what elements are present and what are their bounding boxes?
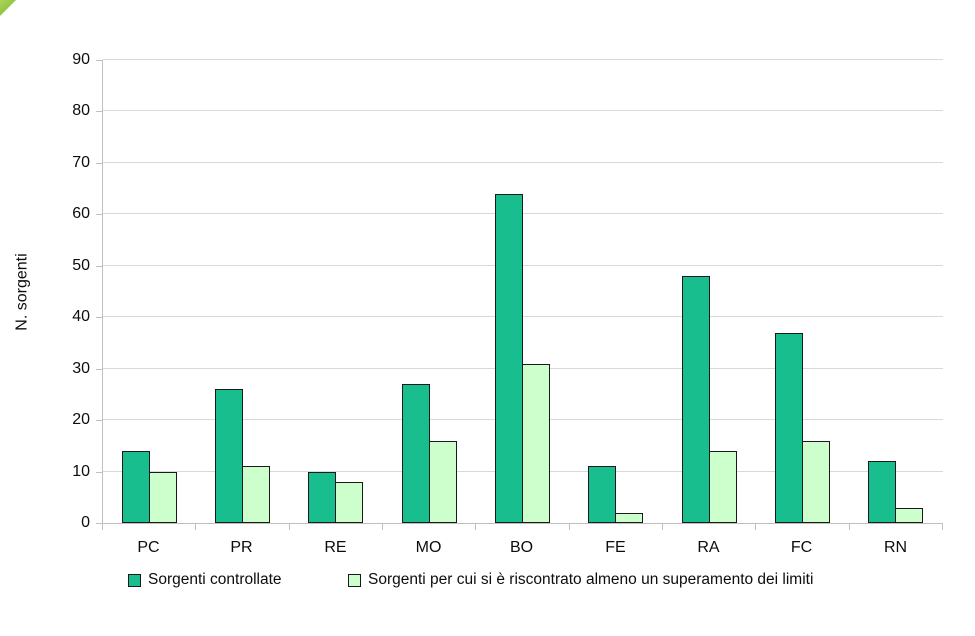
x-category-label-fc: FC [790,539,813,556]
bar-fe-series1 [588,466,616,523]
legend-swatch-series2 [348,573,361,587]
legend-label-series2: Sorgenti per cui si è riscontrato almeno… [368,571,814,588]
x-tick-mark-3 [382,524,383,530]
bar-re-series1 [308,472,336,523]
bar-fc-series2 [802,441,830,523]
x-category-label-pc: PC [137,539,160,556]
y-tick-label-30: 30 [72,360,90,377]
x-tick-mark-4 [475,524,476,530]
bar-pc-series2 [149,472,177,523]
y-tick-mark-50 [96,266,102,267]
bar-bo-series1 [495,194,523,523]
x-tick-mark-0 [102,524,103,530]
bar-rn-series1 [868,461,896,523]
gridline-y40 [103,316,943,317]
x-category-label-re: RE [324,539,347,556]
x-tick-mark-9 [942,524,943,530]
corner-fold-decoration [0,0,16,16]
legend-label-series1: Sorgenti controllate [148,571,282,588]
x-tick-mark-6 [662,524,663,530]
y-tick-label-40: 40 [72,308,90,325]
y-tick-mark-90 [96,60,102,61]
y-tick-mark-40 [96,317,102,318]
bar-ra-series1 [682,276,710,523]
bar-bo-series2 [522,364,550,523]
y-tick-mark-0 [96,523,102,524]
x-tick-mark-2 [289,524,290,530]
y-tick-mark-70 [96,163,102,164]
bar-mo-series2 [429,441,457,523]
x-tick-mark-5 [569,524,570,530]
x-tick-mark-1 [195,524,196,530]
y-tick-label-60: 60 [72,205,90,222]
gridline-y90 [103,59,943,60]
gridline-y70 [103,162,943,163]
x-category-label-ra: RA [697,539,720,556]
legend-item-series1: Sorgenti controllate [128,571,282,589]
x-category-label-bo: BO [509,539,534,556]
legend-item-series2: Sorgenti per cui si è riscontrato almeno… [348,571,813,589]
gridline-y50 [103,265,943,266]
x-category-label-mo: MO [415,539,442,556]
x-tick-mark-8 [849,524,850,530]
bar-ra-series2 [709,451,737,523]
y-axis-title: N. sorgenti [14,252,31,331]
y-tick-mark-60 [96,214,102,215]
y-tick-mark-30 [96,369,102,370]
y-tick-label-20: 20 [72,411,90,428]
x-tick-mark-7 [755,524,756,530]
y-tick-label-10: 10 [72,463,90,480]
bar-pr-series1 [215,389,243,523]
x-category-label-rn: RN [883,539,908,556]
y-tick-label-50: 50 [72,257,90,274]
legend-swatch-series1 [128,573,141,587]
gridline-y80 [103,110,943,111]
bar-rn-series2 [895,508,923,523]
bar-pc-series1 [122,451,150,523]
y-tick-mark-10 [96,472,102,473]
bar-pr-series2 [242,466,270,523]
y-tick-label-0: 0 [81,514,90,531]
y-tick-mark-80 [96,111,102,112]
y-tick-label-80: 80 [72,102,90,119]
bar-re-series2 [335,482,363,523]
y-axis-title-wrap: N. sorgenti [8,60,38,523]
bar-fe-series2 [615,513,643,523]
gridline-y60 [103,213,943,214]
bar-mo-series1 [402,384,430,523]
y-tick-mark-20 [96,420,102,421]
y-tick-label-90: 90 [72,51,90,68]
y-tick-label-70: 70 [72,154,90,171]
x-category-label-pr: PR [230,539,253,556]
bar-fc-series1 [775,333,803,523]
x-category-label-fe: FE [605,539,626,556]
plot-area [102,59,943,524]
